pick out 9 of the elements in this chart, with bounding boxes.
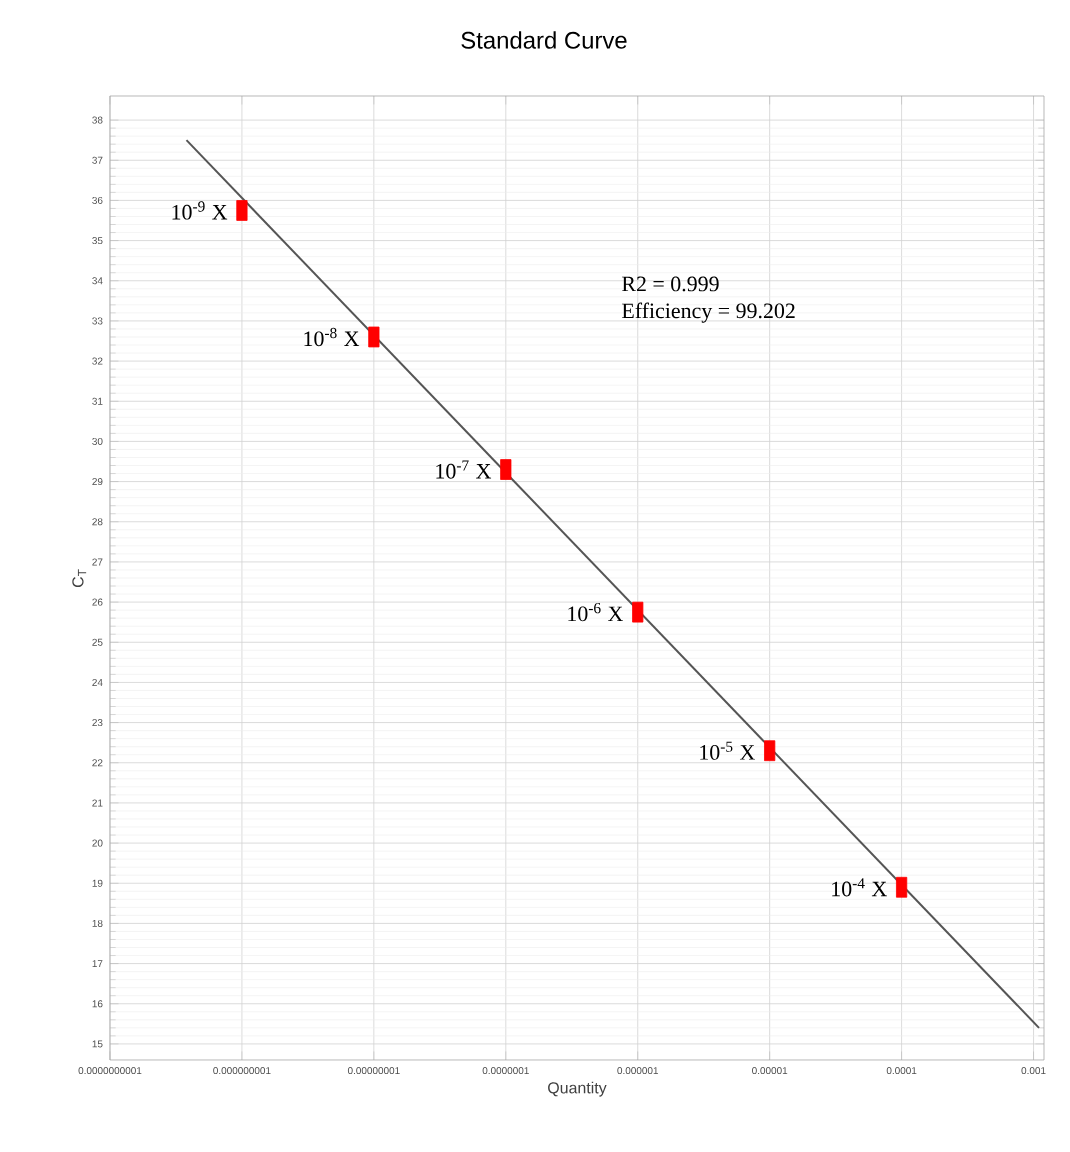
annotation: 10$^{-8}$ X bbox=[304, 327, 360, 347]
annotation: 10$^{-9}$ X bbox=[172, 201, 228, 220]
annotation: 10$^{-4}$ X bbox=[832, 878, 887, 897]
annotation: 10$^{-6}$ X bbox=[568, 602, 623, 622]
annotation: 10$^{-7}$ X bbox=[436, 460, 492, 479]
chart-title: Standard Curve bbox=[461, 31, 627, 49]
annotation: R2 = 0.999 bbox=[622, 276, 719, 292]
annotation: Efficiency = 99.202 bbox=[622, 302, 795, 323]
annotation: 10$^{-5}$ X bbox=[700, 741, 755, 760]
